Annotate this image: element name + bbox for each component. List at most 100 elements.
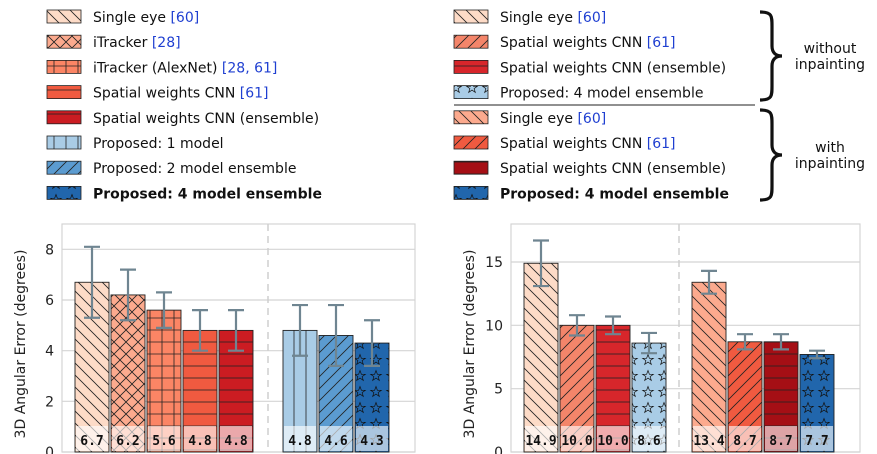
legend-right: Single eye [60] Spatial weights CNN [61] S…: [453, 9, 729, 202]
legend-right-label-0: Single eye [60]: [500, 10, 606, 26]
chart-right-ytick-3: 15: [485, 255, 503, 271]
legend-left-label-4: Spatial weights CNN (ensemble): [93, 111, 319, 127]
chart-left-value-label-g0-4: 4.8: [224, 434, 248, 449]
chart-left-ytick-4: 8: [45, 242, 54, 258]
chart-left-label-bg-g0-4: [220, 426, 252, 451]
legend-right-swatch-2: [453, 60, 489, 74]
chart-right-errorbar-g1-3: [809, 349, 825, 360]
legend-right-label-2: Spatial weights CNN (ensemble): [500, 60, 726, 76]
chart-right-value-label-g0-3: 8.6: [637, 434, 661, 449]
chart-right-label-bg-g0-3: [633, 426, 665, 451]
legend-right-swatch-4: [453, 110, 489, 125]
legend-left-swatch-2: [46, 60, 82, 74]
legend-right-swatch-0: [453, 9, 489, 24]
chart-left-label-bg-g0-2: [148, 426, 180, 451]
chart-left-errorbar-g0-3: [192, 309, 208, 352]
chart-right-label-bg-g1-3: [801, 426, 833, 451]
brace-with-inpainting: [759, 108, 783, 202]
chart-right-bar-g1-0: [691, 281, 727, 453]
chart-right-label-bg-g1-0: [693, 426, 725, 451]
chart-left-ylabel: 3D Angular Error (degrees): [13, 250, 29, 439]
brace-label-without-1: inpainting: [795, 57, 865, 73]
legend-right-swatch-1: [453, 34, 489, 49]
legend-left-label-3: Spatial weights CNN [61]: [93, 86, 269, 102]
chart-right: 0 5 10 15 3D Angular Error (degrees) 14.9 10.0…: [462, 223, 861, 454]
chart-left-value-label-g1-1: 4.6: [324, 434, 348, 449]
legend-left-label-7: Proposed: 4 model ensemble: [93, 186, 322, 202]
chart-right-errorbar-g0-0: [533, 239, 549, 288]
legend-left-swatch-7: [46, 185, 82, 200]
chart-left-value-label-g0-3: 4.8: [188, 434, 212, 449]
chart-right-errorbar-g0-2: [605, 315, 621, 336]
chart-left-label-bg-g1-0: [284, 426, 316, 451]
chart-left-ytick-1: 2: [45, 394, 54, 410]
chart-left-label-bg-g0-3: [184, 426, 216, 451]
chart-right-ytick-2: 10: [485, 318, 503, 334]
chart-left-value-label-g1-2: 4.3: [360, 434, 383, 449]
legend-right-label-5: Spatial weights CNN [61]: [500, 136, 676, 152]
legend-left-swatch-1: [46, 34, 82, 49]
legend-right-label-3: Proposed: 4 model ensemble: [500, 86, 703, 102]
chart-right-label-bg-g1-2: [765, 426, 797, 451]
chart-left-errorbar-g0-2: [156, 291, 172, 329]
chart-left-ytick-3: 6: [45, 293, 54, 309]
legend-left-swatch-5: [46, 135, 82, 150]
legend-left-label-6: Proposed: 2 model ensemble: [93, 161, 296, 177]
brace-label-without-0: without: [804, 41, 857, 57]
legend-right-label-6: Spatial weights CNN (ensemble): [500, 161, 726, 177]
chart-right-errorbar-g1-0: [701, 269, 717, 295]
chart-right-value-label-g1-0: 13.4: [693, 434, 724, 449]
legend-left-swatch-0: [46, 9, 82, 24]
chart-left-label-bg-g0-0: [76, 426, 108, 451]
legend-right-swatch-7: [453, 185, 489, 200]
chart-right-label-bg-g0-0: [525, 426, 557, 451]
chart-right-ytick-0: 0: [494, 445, 503, 454]
legend-right-label-1: Spatial weights CNN [61]: [500, 35, 676, 51]
chart-left-label-bg-g1-1: [320, 426, 352, 451]
chart-right-value-label-g0-2: 10.0: [597, 434, 628, 449]
legend-left-label-1: iTracker [28]: [93, 35, 181, 51]
legend-left-label-5: Proposed: 1 model: [93, 136, 224, 152]
chart-left-label-bg-g0-1: [112, 426, 144, 451]
legend-left-swatch-3: [46, 85, 82, 99]
legend-right-swatch-6: [453, 160, 489, 175]
chart-right-label-bg-g0-2: [597, 426, 629, 451]
chart-left-errorbar-g0-4: [228, 309, 244, 352]
legend-left-swatch-4: [46, 110, 82, 125]
chart-left-ytick-0: 0: [45, 445, 54, 454]
chart-left-errorbar-g1-1: [328, 303, 344, 367]
chart-right-label-bg-g0-1: [561, 426, 593, 451]
chart-right-ytick-1: 5: [494, 382, 503, 398]
legend-left-label-0: Single eye [60]: [93, 10, 199, 26]
chart-right-value-label-g1-2: 8.7: [769, 434, 792, 449]
brace-label-with-0: with: [815, 140, 845, 156]
chart-left-errorbar-g0-0: [84, 245, 100, 319]
chart-left-value-label-g0-2: 5.6: [152, 434, 176, 449]
chart-left-label-bg-g1-2: [356, 426, 388, 451]
chart-left-value-label-g0-1: 6.2: [116, 434, 139, 449]
legend-right-label-4: Single eye [60]: [500, 111, 606, 127]
chart-right-ylabel: 3D Angular Error (degrees): [462, 250, 478, 439]
chart-right-errorbar-g0-1: [569, 314, 585, 337]
chart-right-errorbar-g0-3: [641, 331, 657, 355]
legend-right-swatch-5: [453, 135, 489, 150]
brace-without-inpainting: [759, 10, 783, 102]
legend-left-swatch-6: [46, 160, 82, 175]
chart-right-bar-g0-0: [523, 262, 559, 453]
legend-right-label-7: Proposed: 4 model ensemble: [500, 186, 729, 202]
chart-left-errorbar-g1-2: [364, 319, 380, 367]
chart-right-value-label-g1-1: 8.7: [733, 434, 756, 449]
chart-left-errorbar-g0-1: [120, 268, 136, 322]
brace-label-with-1: inpainting: [795, 156, 865, 172]
legend-left-label-2: iTracker (AlexNet) [28, 61]: [93, 60, 277, 76]
chart-left-value-label-g0-0: 6.7: [80, 434, 103, 449]
chart-right-errorbar-g1-1: [737, 333, 753, 351]
legend-right-swatch-3: [453, 85, 489, 99]
chart-right-value-label-g0-0: 14.9: [525, 434, 556, 449]
chart-left-errorbar-g1-0: [292, 303, 308, 357]
chart-right-value-label-g1-3: 7.7: [805, 434, 828, 449]
chart-right-value-label-g0-1: 10.0: [561, 434, 592, 449]
chart-left-value-label-g1-0: 4.8: [288, 434, 312, 449]
